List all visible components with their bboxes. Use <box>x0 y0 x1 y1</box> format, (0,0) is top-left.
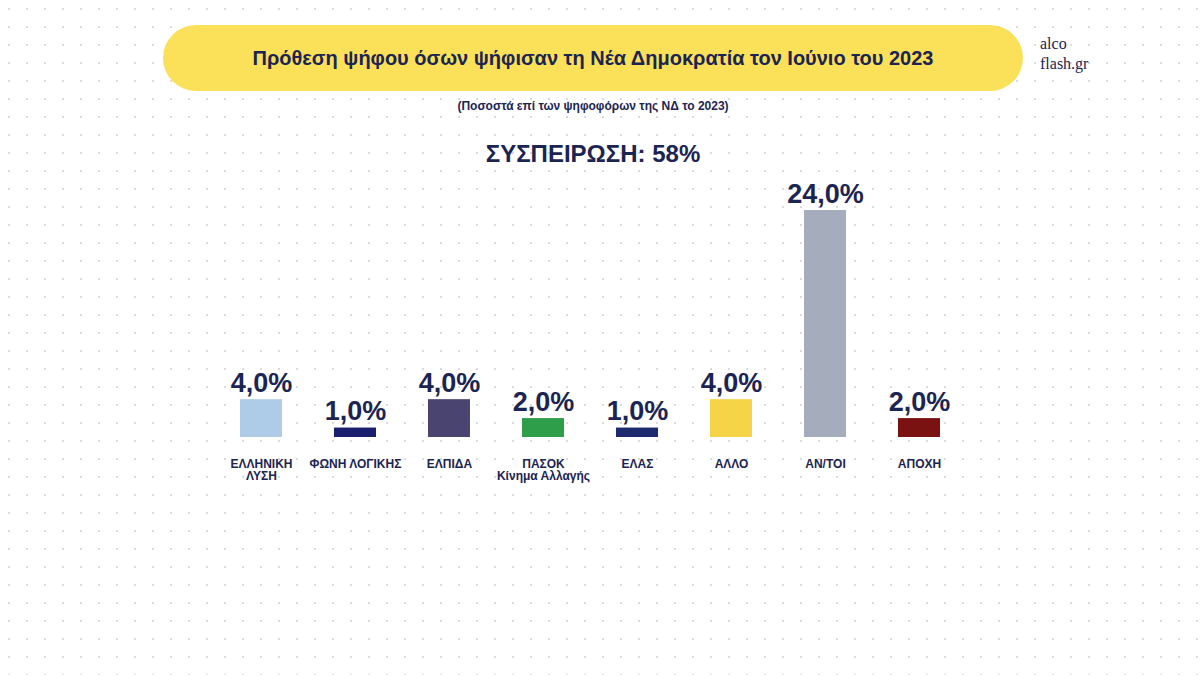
svg-text:ΑΛΛΟ: ΑΛΛΟ <box>715 457 749 471</box>
svg-text:4,0%: 4,0% <box>231 368 293 398</box>
svg-text:ΠΑΣΟΚΚίνημα Αλλαγής: ΠΑΣΟΚΚίνημα Αλλαγής <box>497 457 590 483</box>
html-text:ΣΥΣΠΕΙΡΩΣΗ: 58%: ΣΥΣΠΕΙΡΩΣΗ: 58% <box>485 140 701 167</box>
svg-text:ΑΠΟΧΗ: ΑΠΟΧΗ <box>898 457 941 471</box>
svg-text:4,0%: 4,0% <box>419 368 481 398</box>
svg-text:24,0%: 24,0% <box>787 179 864 209</box>
svg-text:2,0%: 2,0% <box>513 387 575 417</box>
html-text:Πρόθεση ψήφου όσων ψήφισαν τη: Πρόθεση ψήφου όσων ψήφισαν τη Νέα Δημοκρ… <box>252 46 934 69</box>
html-text:alco flash.gr: alco flash.gr <box>1040 35 1089 72</box>
svg-text:2,0%: 2,0% <box>889 387 951 417</box>
svg-text:ΕΛΛΗΝΙΚΗΛΥΣΗ: ΕΛΛΗΝΙΚΗΛΥΣΗ <box>230 457 292 483</box>
html-text:(Ποσοστά επί των ψηφοφόρων της: (Ποσοστά επί των ψηφοφόρων της ΝΔ το 202… <box>457 99 729 113</box>
svg-text:1,0%: 1,0% <box>325 396 387 426</box>
svg-text:ΑΝ/ΤΟΙ: ΑΝ/ΤΟΙ <box>805 457 845 471</box>
svg-text:4,0%: 4,0% <box>701 368 763 398</box>
svg-text:1,0%: 1,0% <box>607 396 669 426</box>
svg-text:ΕΛΠΙΔΑ: ΕΛΠΙΔΑ <box>427 457 473 471</box>
svg-text:ΦΩΝΗ ΛΟΓΙΚΗΣ: ΦΩΝΗ ΛΟΓΙΚΗΣ <box>310 457 402 471</box>
svg-text:ΕΛΑΣ: ΕΛΑΣ <box>622 457 654 471</box>
